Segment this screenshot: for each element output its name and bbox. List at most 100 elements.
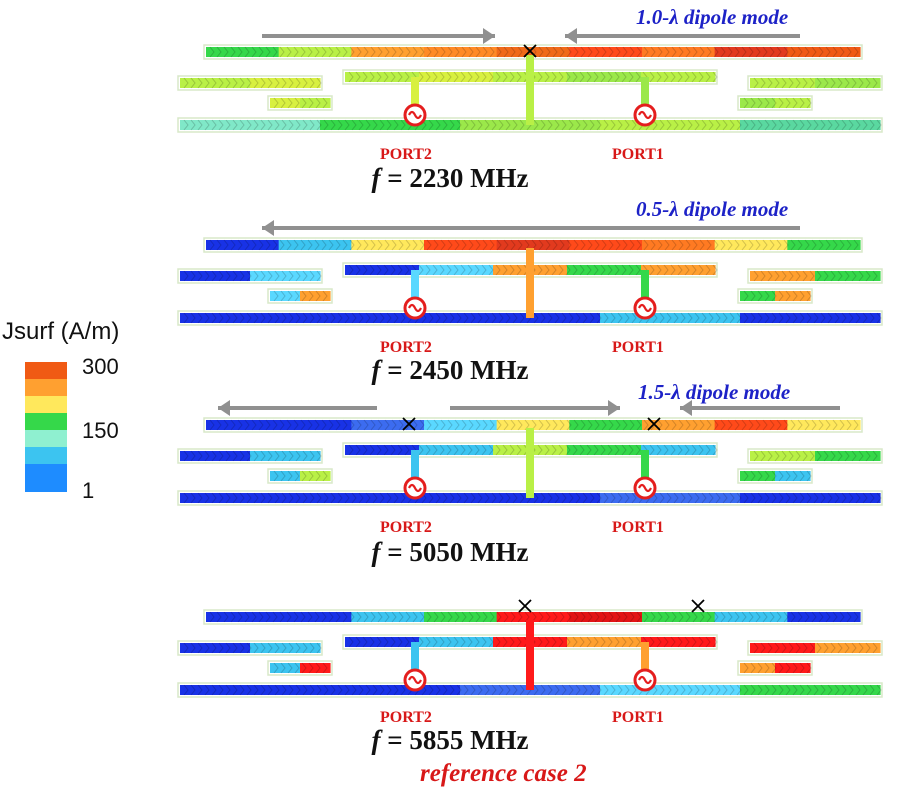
left-stub-upper-arrowhead [295, 77, 301, 89]
bottom-feedline-arrowhead [246, 684, 252, 696]
bottom-feedline-arrowhead [386, 312, 392, 324]
left-stub-lower-arrowhead [308, 470, 314, 482]
bottom-feedline-arrowhead [246, 492, 252, 504]
right-stub-upper-arrowhead [760, 270, 766, 282]
top-radiator-arrowhead [580, 611, 586, 623]
bottom-feedline-arrowhead [365, 312, 371, 324]
bottom-feedline-arrowhead [778, 312, 784, 324]
bottom-feedline-arrowhead [848, 684, 854, 696]
top-radiator-arrowhead [300, 611, 306, 623]
bottom-feedline-arrowhead [435, 312, 441, 324]
top-radiator-arrowhead [573, 239, 579, 251]
middle-branch-segment [641, 265, 716, 275]
bottom-feedline-arrowhead [330, 684, 336, 696]
bottom-feedline-arrowhead [225, 684, 231, 696]
middle-branch-segment [419, 72, 494, 82]
right-stub-upper-arrowhead [865, 77, 871, 89]
left-stub-lower-arrowhead [322, 290, 328, 302]
right-stub-lower-arrowhead [757, 290, 763, 302]
middle-branch-arrowhead [481, 71, 487, 83]
middle-branch-arrowhead [698, 71, 704, 83]
bottom-feedline-arrowhead [771, 119, 777, 131]
bottom-feedline-arrowhead [799, 312, 805, 324]
bottom-feedline-segment [320, 493, 461, 503]
freq-label-2450: f = 2450 MHz [0, 355, 900, 386]
top-radiator-arrowhead [608, 611, 614, 623]
right-stub-upper-arrowhead [795, 642, 801, 654]
left-stub-lower-frame [267, 95, 333, 111]
top-radiator-segment [351, 240, 425, 250]
bottom-feedline-arrowhead [757, 684, 763, 696]
bottom-feedline-arrowhead [302, 492, 308, 504]
right-stub-upper-segment [750, 451, 816, 461]
left-stub-lower-arrowhead [294, 662, 300, 674]
middle-branch-arrowhead [418, 636, 424, 648]
top-radiator-arrowhead [510, 419, 516, 431]
middle-branch-arrowhead [453, 264, 459, 276]
bottom-feedline-arrowhead [659, 312, 665, 324]
right-stub-upper-frame [747, 448, 883, 464]
top-radiator-arrowhead [783, 611, 789, 623]
bottom-feedline-arrowhead [505, 684, 511, 696]
bottom-feedline-arrowhead [596, 684, 602, 696]
left-stub-lower-frame [267, 468, 333, 484]
middle-branch-arrowhead [607, 636, 613, 648]
right-stub-upper-arrowhead [837, 270, 843, 282]
top-radiator-arrowhead [671, 239, 677, 251]
top-radiator-arrowhead [853, 239, 859, 251]
middle-branch-arrowhead [516, 71, 522, 83]
middle-branch-arrowhead [579, 264, 585, 276]
right-stub-upper-arrowhead [851, 270, 857, 282]
bottom-feedline-arrowhead [260, 119, 266, 131]
top-radiator-arrowhead [503, 239, 509, 251]
left-stub-upper-arrowhead [218, 642, 224, 654]
top-radiator-arrowhead [286, 611, 292, 623]
right-stub-upper-segment [815, 451, 881, 461]
bottom-feedline-arrowhead [568, 492, 574, 504]
left-stub-lower-segment [300, 471, 331, 481]
port2-label-5855: PORT2 [380, 709, 432, 726]
right-stub-lower-arrowhead [743, 97, 749, 109]
bottom-feedline-arrowhead [309, 312, 315, 324]
bottom-feedline-arrowhead [253, 312, 259, 324]
bottom-feedline-arrowhead [687, 684, 693, 696]
middle-branch-arrowhead [495, 636, 501, 648]
port1-wave [638, 303, 652, 313]
top-radiator-arrowhead [314, 239, 320, 251]
bottom-feedline-arrowhead [575, 492, 581, 504]
right-stub-lower-arrowhead [743, 662, 749, 674]
middle-branch-arrowhead [488, 636, 494, 648]
left-stub-upper-arrowhead [309, 77, 315, 89]
top-radiator-arrowhead [349, 46, 355, 58]
left-stub-upper-frame [177, 448, 323, 464]
legend-swatch-2 [25, 379, 67, 396]
bottom-feedline-arrowhead [463, 119, 469, 131]
bottom-feedline-arrowhead [785, 684, 791, 696]
left-stub-lower-arrowhead [301, 97, 307, 109]
left-stub-lower-arrowhead [315, 290, 321, 302]
top-radiator-arrowhead [846, 419, 852, 431]
bottom-feedline-arrowhead [533, 684, 539, 696]
left-stub-upper-arrowhead [260, 270, 266, 282]
left-stub-lower-segment [270, 663, 301, 673]
middle-branch-arrowhead [586, 636, 592, 648]
top-radiator-arrowhead [237, 611, 243, 623]
top-radiator-arrowhead [244, 239, 250, 251]
right-stub-upper-segment [750, 78, 816, 88]
middle-branch-arrowhead [621, 264, 627, 276]
bottom-feedline-segment [320, 313, 461, 323]
bottom-feedline-arrowhead [267, 312, 273, 324]
left-stub-lower-arrowhead [280, 290, 286, 302]
right-stub-upper-arrowhead [858, 77, 864, 89]
top-radiator-arrowhead [482, 419, 488, 431]
top-radiator-arrowhead [461, 239, 467, 251]
right-stub-lower-segment [775, 471, 811, 481]
right-stub-lower-arrowhead [785, 290, 791, 302]
middle-branch-arrowhead [502, 444, 508, 456]
port2-wave [408, 675, 422, 685]
port1-wave [638, 110, 652, 120]
top-radiator-arrowhead [559, 46, 565, 58]
right-stub-lower-segment [775, 98, 811, 108]
bottom-feedline-arrowhead [351, 119, 357, 131]
top-radiator-arrowhead [755, 239, 761, 251]
